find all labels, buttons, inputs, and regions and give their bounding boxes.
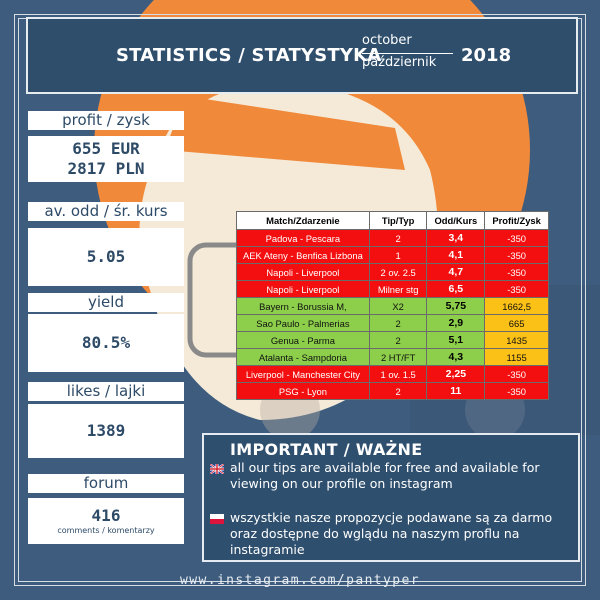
yield-value: 80.5% — [81, 333, 131, 352]
table-row: Liverpool - Manchester City 1 ov. 1.5 2,25… — [236, 365, 549, 383]
likes-value-box: 1389 — [28, 404, 184, 458]
tip-cell: 2 — [368, 331, 428, 349]
col-header-tip: Tip/Typ — [368, 211, 428, 230]
table-row: Padova - Pescara 2 3,4 -350 — [236, 229, 549, 247]
tip-cell: 2 — [368, 382, 428, 400]
poland-flag-icon — [210, 514, 224, 524]
year: 2018 — [461, 45, 512, 66]
table-row: Atalanta - Sampdoria 2 HT/FT 4,3 1155 — [236, 348, 549, 366]
avg-odd-value: 5.05 — [86, 247, 126, 266]
forum-note: comments / komentarzy — [57, 526, 155, 535]
profit-eur: 655 EUR — [72, 139, 140, 158]
match-cell: Napoli - Liverpool — [236, 263, 370, 281]
tip-cell: 2 — [368, 314, 428, 332]
profit-cell: 1155 — [484, 348, 549, 366]
profit-cell: -350 — [484, 229, 549, 247]
profit-cell: -350 — [484, 382, 549, 400]
important-text-pl: wszystkie nasze propozycje podawane są z… — [230, 510, 553, 557]
col-header-match: Match/Zdarzenie — [236, 211, 370, 230]
match-cell: Liverpool - Manchester City — [236, 365, 370, 383]
match-cell: Sao Paulo - Palmerias — [236, 314, 370, 332]
odd-cell: 4,1 — [426, 246, 486, 264]
match-cell: Bayern - Borussia M, — [236, 297, 370, 315]
month-english: october — [362, 33, 412, 48]
page-title: STATISTICS / STATYSTYKA — [116, 45, 382, 66]
profit-cell: 1435 — [484, 331, 549, 349]
match-cell: Padova - Pescara — [236, 229, 370, 247]
header-panel: STATISTICS / STATYSTYKA october paździer… — [26, 17, 578, 94]
tip-cell: 2 HT/FT — [368, 348, 428, 366]
profit-cell: -350 — [484, 263, 549, 281]
month-polish: październik — [362, 55, 437, 70]
avg-odd-label: av. odd / śr. kurs — [28, 202, 184, 221]
odd-cell: 2,9 — [426, 314, 486, 332]
important-title: IMPORTANT / WAŻNE — [230, 440, 423, 459]
tip-cell: 2 ov. 2.5 — [368, 263, 428, 281]
match-cell: PSG - Lyon — [236, 382, 370, 400]
odd-cell: 11 — [426, 382, 486, 400]
tip-cell: 1 ov. 1.5 — [368, 365, 428, 383]
tip-cell: 1 — [368, 246, 428, 264]
uk-flag-icon — [210, 464, 224, 474]
forum-value: 416 — [91, 506, 121, 525]
table-row: Bayern - Borussia M, X2 5,75 1662,5 — [236, 297, 549, 315]
profit-value-box: 655 EUR 2817 PLN — [28, 136, 184, 182]
odd-cell: 4,7 — [426, 263, 486, 281]
yield-label: yield — [28, 293, 184, 312]
profit-cell: -350 — [484, 280, 549, 298]
match-cell: AEK Ateny - Benfica Lizbona — [236, 246, 370, 264]
likes-value: 1389 — [86, 421, 126, 440]
outer-frame — [14, 14, 586, 586]
odd-cell: 6,5 — [426, 280, 486, 298]
table-row: Napoli - Liverpool 2 ov. 2.5 4,7 -350 — [236, 263, 549, 281]
profit-pln: 2817 PLN — [67, 159, 145, 178]
table-row: PSG - Lyon 2 11 -350 — [236, 382, 549, 400]
instagram-url[interactable]: www.instagram.com/pantyper — [180, 573, 420, 588]
profit-cell: -350 — [484, 365, 549, 383]
col-header-profit: Profit/Zysk — [484, 211, 549, 230]
profit-cell: 1662,5 — [484, 297, 549, 315]
table-header-row: Match/Zdarzenie Tip/Typ Odd/Kurs Profit/… — [236, 211, 549, 230]
yield-value-box: 80.5% — [28, 314, 184, 372]
odd-cell: 5,1 — [426, 331, 486, 349]
month-divider — [362, 53, 453, 54]
avg-odd-value-box: 5.05 — [28, 228, 184, 286]
important-panel: IMPORTANT / WAŻNE all our tips are avail… — [202, 433, 580, 562]
table-row: AEK Ateny - Benfica Lizbona 1 4,1 -350 — [236, 246, 549, 264]
forum-label: forum — [28, 474, 184, 493]
tip-cell: Milner stg — [368, 280, 428, 298]
likes-label: likes / lajki — [28, 382, 184, 401]
forum-value-box: 416 comments / komentarzy — [28, 498, 184, 544]
profit-label: profit / zysk — [28, 111, 184, 130]
tip-cell: X2 — [368, 297, 428, 315]
match-cell: Atalanta - Sampdoria — [236, 348, 370, 366]
profit-cell: 665 — [484, 314, 549, 332]
odd-cell: 2,25 — [426, 365, 486, 383]
match-cell: Napoli - Liverpool — [236, 280, 370, 298]
odd-cell: 4,3 — [426, 348, 486, 366]
tip-cell: 2 — [368, 229, 428, 247]
odd-cell: 3,4 — [426, 229, 486, 247]
col-header-odd: Odd/Kurs — [426, 211, 486, 230]
table-row: Sao Paulo - Palmerias 2 2,9 665 — [236, 314, 549, 332]
table-row: Napoli - Liverpool Milner stg 6,5 -350 — [236, 280, 549, 298]
profit-cell: -350 — [484, 246, 549, 264]
table-row: Genua - Parma 2 5,1 1435 — [236, 331, 549, 349]
bets-table: Match/Zdarzenie Tip/Typ Odd/Kurs Profit/… — [236, 211, 549, 400]
odd-cell: 5,75 — [426, 297, 486, 315]
important-text-en: all our tips are available for free and … — [230, 460, 540, 491]
match-cell: Genua - Parma — [236, 331, 370, 349]
